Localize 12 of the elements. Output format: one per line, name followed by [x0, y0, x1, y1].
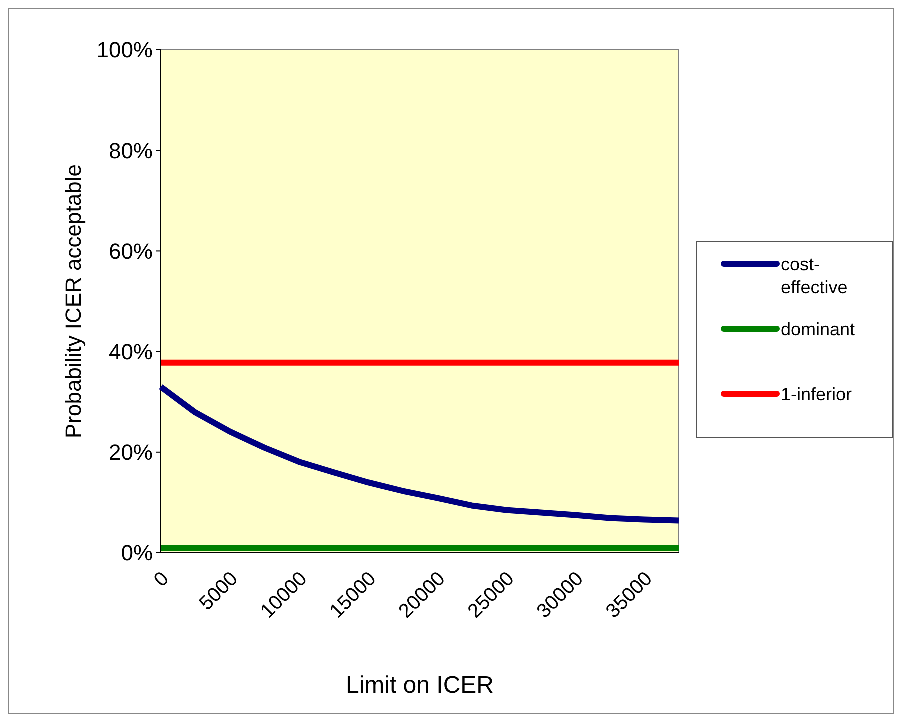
x-tick-label: 0	[150, 568, 174, 592]
y-axis-title: Probability ICER acceptable	[61, 164, 86, 438]
y-tick-label: 20%	[108, 440, 153, 466]
y-tick-label: 0%	[121, 540, 153, 566]
y-tick-label: 80%	[108, 138, 153, 164]
legend-label: 1-inferior	[781, 384, 852, 404]
legend-label: cost-effective	[781, 254, 848, 298]
y-tick-label: 100%	[96, 38, 153, 63]
y-tick-label: 40%	[108, 340, 153, 364]
y-tick-label: 60%	[108, 238, 153, 264]
x-axis-title: Limit on ICER	[346, 672, 494, 699]
legend-label: dominant	[781, 319, 856, 340]
